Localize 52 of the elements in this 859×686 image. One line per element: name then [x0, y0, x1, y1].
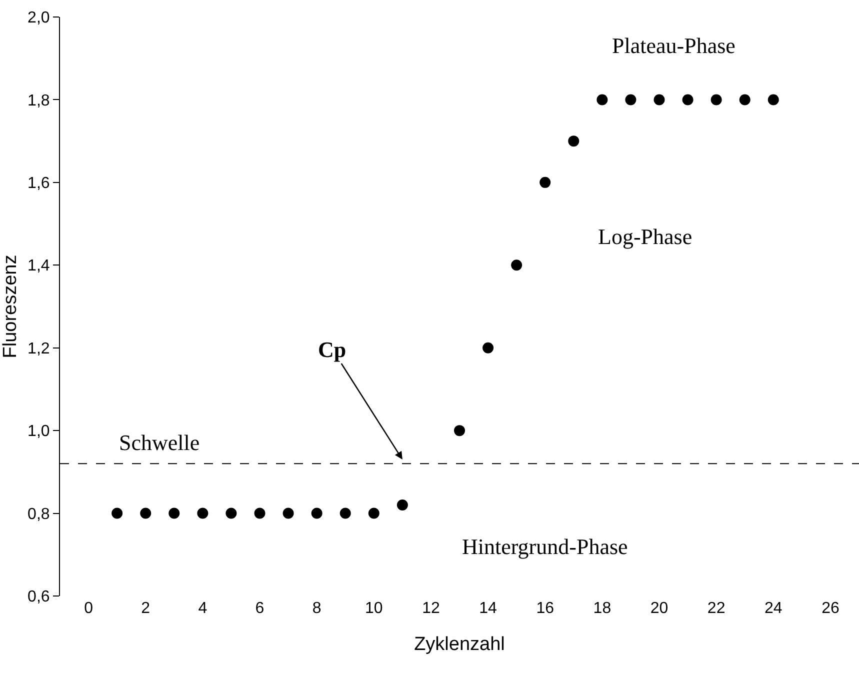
x-tick-label: 24	[764, 600, 782, 617]
point	[112, 508, 123, 519]
x-tick-label: 16	[536, 600, 554, 617]
x-tick-label: 18	[593, 600, 612, 617]
point	[454, 425, 465, 436]
point	[396, 500, 408, 511]
x-tick-label: 10	[364, 600, 383, 617]
x-tick-label: 20	[650, 600, 668, 617]
point	[625, 94, 636, 106]
y-tick-label: 1,6	[28, 175, 50, 192]
x-tick-label: 14	[479, 600, 498, 617]
y-tick-label: 0,6	[28, 588, 50, 606]
point	[682, 94, 694, 106]
annotation: Hintergrund-Phase	[462, 534, 628, 559]
x-tick-label: 0	[84, 600, 94, 617]
point	[226, 508, 237, 519]
x-tick-label: 8	[312, 600, 322, 617]
x-tick-label: 26	[822, 600, 840, 617]
point	[282, 508, 294, 519]
point	[654, 94, 665, 106]
annotation: Schwelle	[119, 430, 200, 455]
y-tick-label: 1,8	[28, 92, 50, 110]
x-tick-label: 6	[255, 600, 264, 617]
point	[482, 342, 494, 354]
x-tick-label: 2	[141, 600, 150, 617]
point	[140, 508, 152, 519]
x-axis-title: Zyklenzahl	[414, 634, 505, 655]
x-tick-label: 12	[422, 600, 440, 617]
y-tick-label: 2,0	[28, 10, 50, 27]
point	[596, 94, 608, 106]
annotation: Log-Phase	[598, 224, 692, 249]
point	[254, 508, 266, 519]
point	[568, 136, 580, 147]
y-tick-label: 1,2	[28, 340, 50, 358]
point	[340, 508, 351, 519]
annotation: Cp	[318, 337, 346, 362]
point	[511, 260, 522, 271]
x-tick-label: 22	[707, 600, 726, 617]
point	[540, 176, 551, 188]
y-tick-label: 1,0	[28, 423, 50, 440]
annotation: Plateau-Phase	[612, 33, 736, 58]
point	[739, 94, 750, 106]
point	[768, 94, 779, 106]
point	[710, 94, 722, 106]
y-axis-title: Fluoreszenz	[0, 254, 21, 358]
point	[168, 508, 180, 519]
point	[311, 508, 322, 519]
point	[368, 508, 380, 519]
point	[197, 508, 208, 519]
x-tick-label: 4	[198, 600, 208, 617]
y-tick-label: 1,4	[28, 258, 50, 275]
y-tick-label: 0,8	[28, 506, 50, 523]
